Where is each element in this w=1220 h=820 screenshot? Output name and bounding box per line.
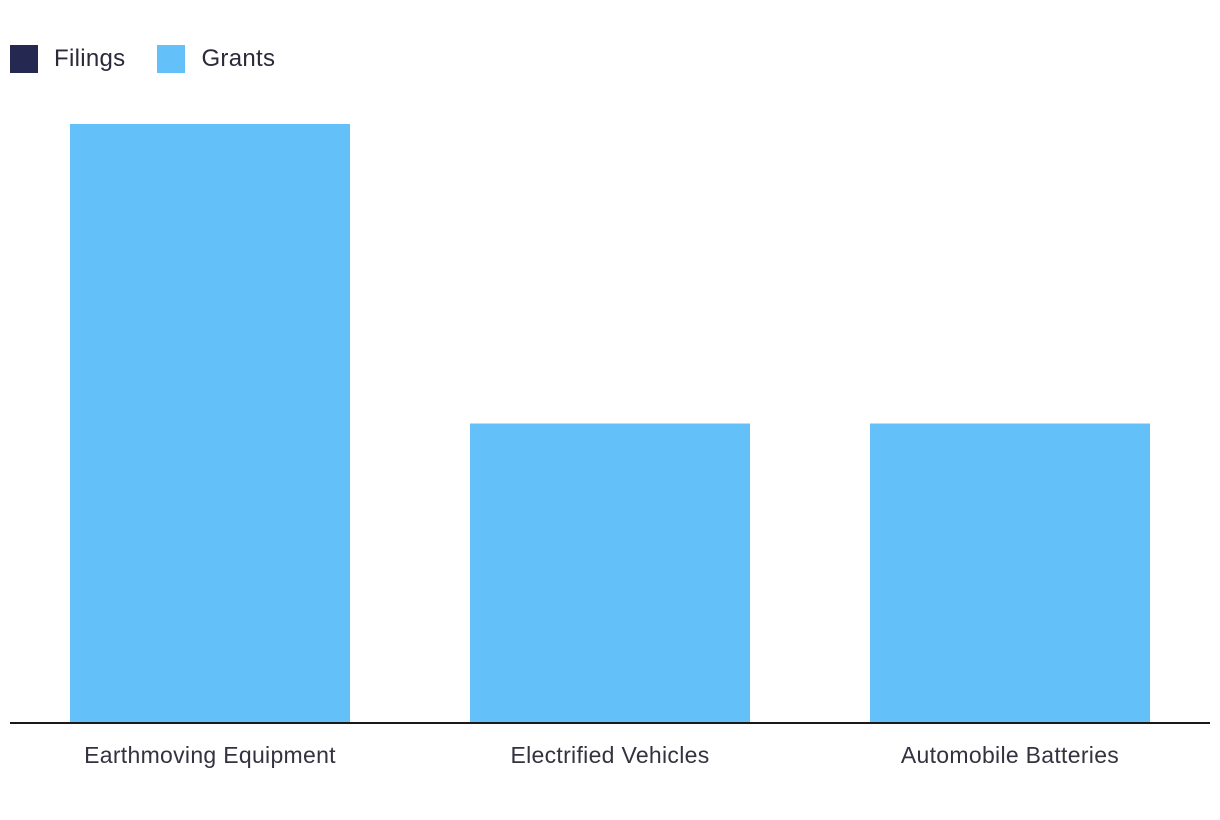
legend-label-grants: Grants xyxy=(201,45,276,72)
legend-item-grants[interactable]: Grants xyxy=(157,45,275,73)
legend-label-filings: Filings xyxy=(54,45,126,72)
bar-grants-earthmoving-equipment[interactable] xyxy=(70,124,350,723)
legend-item-filings[interactable]: Filings xyxy=(10,45,125,73)
legend-swatch-filings xyxy=(10,45,38,73)
bar-grants-automobile-batteries[interactable] xyxy=(870,423,1150,724)
bar-grants-electrified-vehicles[interactable] xyxy=(470,423,750,724)
bars-group xyxy=(70,124,1150,723)
category-label: Automobile Batteries xyxy=(901,742,1119,768)
category-label: Electrified Vehicles xyxy=(510,742,709,768)
legend-swatch-grants xyxy=(157,45,186,73)
category-label: Earthmoving Equipment xyxy=(84,742,336,768)
category-labels: Earthmoving Equipment Electrified Vehicle… xyxy=(84,742,1119,768)
legend: Filings Grants xyxy=(10,44,307,74)
